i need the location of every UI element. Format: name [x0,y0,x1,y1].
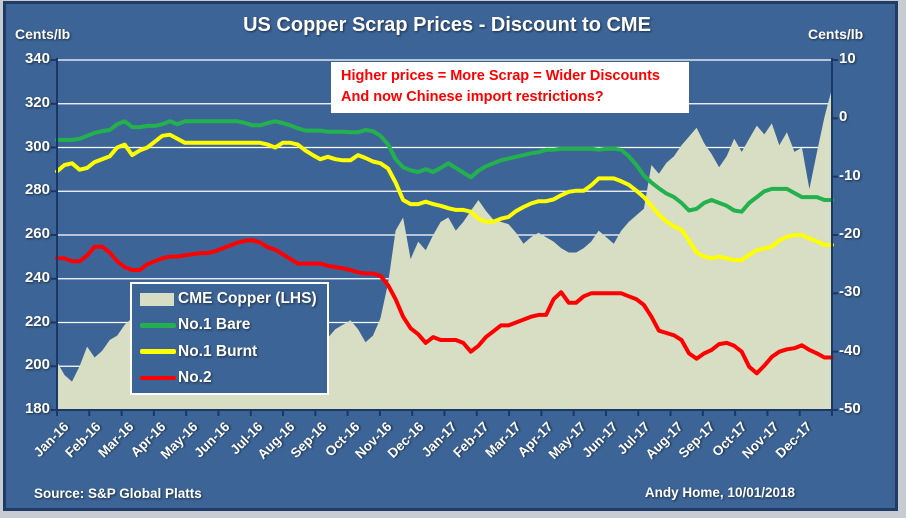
credit-label: Andy Home, 10/01/2018 [644,485,795,500]
chart-title: US Copper Scrap Prices - Discount to CME [243,14,651,36]
y-axis-left-tick-label: 200 [24,356,50,374]
legend-item: No.1 Bare [132,312,327,338]
y-axis-left-tick-label: 260 [24,225,50,242]
legend: CME Copper (LHS) No.1 Bare No.1 Burnt No.2 [130,282,329,395]
y-axis-left-tick-label: 280 [24,181,50,199]
line-series-no-2 [55,238,834,376]
legend-area-swatch [140,292,178,306]
legend-line-swatch [140,323,178,328]
legend-item-label: No.1 Bare [178,316,251,334]
legend-item-label: CME Copper (LHS) [178,290,317,308]
left-axis-unit-label: Cents/lb [15,26,71,42]
annotation-line-1: Higher prices = More Scrap = Wider Disco… [341,68,660,84]
line-series-no-1-burnt [55,132,834,263]
y-axis-right-tick-label: 10 [839,50,856,67]
y-axis-right-tick-label: -40 [839,341,861,359]
y-axis-left-tick-label: 320 [24,93,50,111]
legend-item-label: No.1 Burnt [178,342,258,360]
y-axis-left-tick-label: 180 [24,400,50,417]
y-axis-left-tick-label: 300 [24,137,50,155]
right-axis-unit-label: Cents/lb [808,26,864,42]
y-axis-left-tick-label: 340 [24,50,50,67]
legend-line-swatch [140,375,178,380]
legend-line-swatch [140,349,178,354]
legend-item-label: No.2 [178,368,212,386]
y-axis-right-tick-label: -50 [839,400,861,417]
y-axis-right-tick-label: 0 [839,108,848,126]
legend-item: No.2 [132,365,327,391]
y-axis-right-tick-label: -30 [839,283,861,301]
source-label: Source: S&P Global Platts [34,486,202,501]
y-axis-left-tick-label: 220 [24,312,50,330]
y-axis-left-tick-label: 240 [24,268,50,286]
y-axis-right-tick-label: -20 [839,225,861,242]
y-axis-right-tick-label: -10 [839,166,861,184]
annotation-box: Higher prices = More Scrap = Wider Disco… [331,62,689,113]
annotation-line-2: And now Chinese import restrictions? [341,89,604,105]
legend-item: No.1 Burnt [132,339,327,365]
line-series-no-1-bare [55,119,834,214]
legend-item: CME Copper (LHS) [132,286,327,312]
